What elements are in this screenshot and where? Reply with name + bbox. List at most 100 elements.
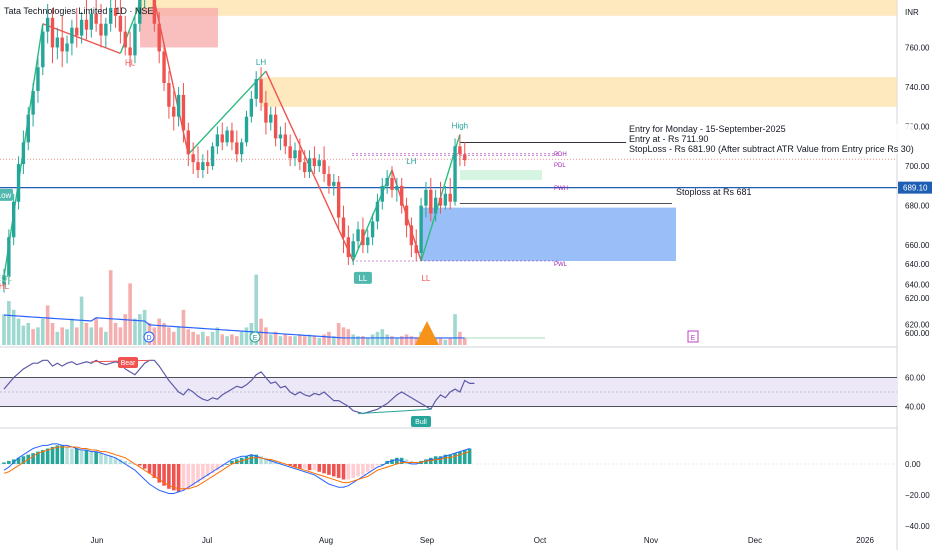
candle-body <box>463 154 467 161</box>
macd-histogram-bar <box>89 451 94 464</box>
candle-body <box>303 162 307 173</box>
macd-histogram-bar <box>181 464 186 491</box>
rsi-line <box>3 359 475 415</box>
y-tick-label: 680.00 <box>905 202 930 211</box>
candle-body <box>225 130 229 143</box>
candle-body <box>220 134 224 143</box>
macd-histogram-bar <box>346 464 351 480</box>
volume-bar <box>41 318 45 345</box>
macd-histogram-bar <box>7 460 11 464</box>
candle-body <box>419 205 423 254</box>
candle-body <box>206 162 210 167</box>
candle-body <box>2 274 6 285</box>
volume-bar <box>351 334 355 345</box>
volume-tick-label: 640.00 <box>905 260 930 269</box>
volume-bar <box>361 336 365 345</box>
candle-body <box>322 160 326 174</box>
chart-title: Tata Technologies Limited · 1D · NSE <box>4 6 154 16</box>
candle-body <box>152 0 157 24</box>
macd-histogram-bar <box>84 450 89 464</box>
candle-body <box>400 185 404 206</box>
volume-bar <box>123 314 128 345</box>
macd-tick-label: −20.00 <box>905 491 930 500</box>
candle-body <box>45 17 50 32</box>
y-tick-label: 740.00 <box>905 83 930 92</box>
macd-histogram-bar <box>438 456 443 464</box>
volume-bar <box>84 323 89 345</box>
volume-bar <box>283 334 288 345</box>
x-tick-label: Aug <box>319 536 333 545</box>
volume-bar <box>210 331 215 345</box>
volume-bar <box>278 336 283 345</box>
candle-body <box>332 181 336 186</box>
macd-histogram-bar <box>230 460 234 464</box>
macd-histogram-bar <box>157 464 161 483</box>
macd-histogram-bar <box>317 464 322 472</box>
y-tick-label: 700.00 <box>905 162 930 171</box>
candle-body <box>172 106 176 117</box>
candle-body <box>414 245 418 254</box>
swing-label: LH <box>406 157 416 166</box>
macd-histogram-bar <box>462 450 467 464</box>
macd-histogram-bar <box>278 462 283 464</box>
volume-tick-label: 600.00 <box>905 329 930 338</box>
candle-body <box>196 162 200 171</box>
macd-histogram-bar <box>254 454 258 464</box>
volume-bar <box>176 327 181 345</box>
candle-body <box>123 31 127 48</box>
macd-histogram-bar <box>210 464 215 474</box>
macd-histogram-bar <box>123 460 128 464</box>
macd-histogram-bar <box>332 464 336 477</box>
volume-bar <box>201 331 205 345</box>
volume-bar <box>138 314 142 345</box>
volume-bar <box>239 331 244 345</box>
y-tick-label: 760.00 <box>905 43 930 52</box>
macd-histogram-bar <box>433 456 438 464</box>
volume-bar <box>118 327 123 345</box>
macd-histogram-bar <box>31 453 35 464</box>
zone-blue <box>421 207 676 261</box>
candle-body <box>429 189 433 214</box>
macd-histogram-bar <box>60 445 64 464</box>
candle-body <box>317 160 321 167</box>
macd-histogram-bar <box>259 456 263 464</box>
candle-body <box>75 27 79 36</box>
macd-histogram-bar <box>99 453 103 464</box>
volume-bar <box>94 318 98 345</box>
volume-bar <box>26 323 31 345</box>
volume-bar <box>108 270 113 345</box>
candle-body <box>128 47 132 56</box>
level-label: PWL <box>554 262 568 268</box>
volume-bar <box>21 325 26 345</box>
macd-histogram-bar <box>138 464 142 466</box>
x-tick-label: Dec <box>748 536 762 545</box>
candle-body <box>16 164 21 202</box>
macd-histogram-bar <box>365 464 370 472</box>
macd-histogram-bar <box>225 464 229 465</box>
candle-body <box>458 146 462 155</box>
candle-body <box>327 174 331 186</box>
volume-ma-line <box>3 314 465 339</box>
volume-bar <box>365 337 370 345</box>
candle-body <box>390 177 394 190</box>
macd-histogram-bar <box>467 448 472 464</box>
candle-body <box>269 114 273 123</box>
event-badge <box>143 331 155 343</box>
candle-body <box>438 197 443 206</box>
macd-histogram-bar <box>312 464 317 471</box>
x-tick-label: Jun <box>91 536 104 545</box>
volume-bar <box>259 318 263 345</box>
volume-bar <box>167 327 171 345</box>
macd-histogram-bar <box>293 464 297 468</box>
macd-histogram-bar <box>176 464 181 492</box>
macd-histogram-bar <box>147 464 152 474</box>
level-label: PDL <box>554 163 566 169</box>
entry-note-line-1: Entry for Monday - 15-September-2025 <box>629 124 786 134</box>
swing-label: HL <box>125 58 136 67</box>
candle-body <box>239 142 244 155</box>
candle-body <box>230 130 234 143</box>
currency-label: INR <box>905 8 919 17</box>
volume-bar <box>462 337 467 345</box>
macd-histogram-bar <box>65 446 69 464</box>
